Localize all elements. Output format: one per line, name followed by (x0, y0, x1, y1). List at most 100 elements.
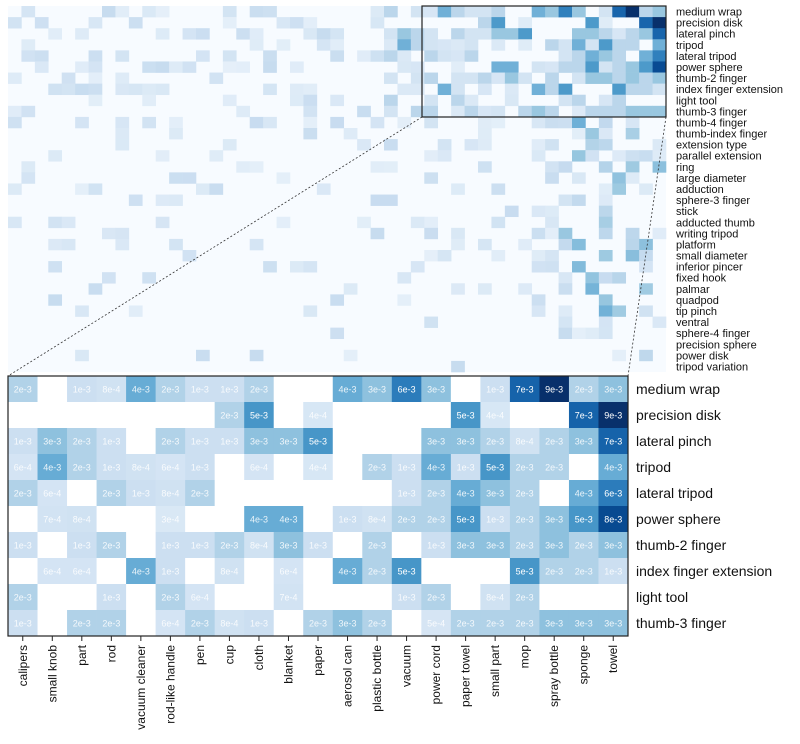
overview-cell (652, 83, 667, 96)
detail-cell-label: 6e-4 (161, 463, 179, 473)
detail-cell-label: 2e-3 (545, 437, 563, 447)
detail-cell (185, 532, 216, 559)
overview-row-label: small diameter (676, 251, 748, 263)
overview-cell (558, 327, 573, 340)
detail-cell-label: 2e-3 (516, 541, 534, 551)
overview-cell (48, 28, 63, 40)
detail-cell (273, 428, 304, 455)
overview-cell (478, 28, 492, 40)
overview-cell (451, 94, 465, 107)
detail-cell (598, 506, 629, 533)
detail-cell-label: 2e-3 (516, 515, 534, 525)
overview-cell (504, 94, 519, 107)
detail-cell-label: 2e-3 (161, 437, 179, 447)
detail-cell (391, 454, 422, 481)
overview-cell (263, 50, 277, 62)
overview-cell (639, 238, 653, 251)
overview-cell (531, 139, 546, 151)
overview-cell (437, 250, 452, 262)
overview-row-label: quadpod (676, 295, 719, 307)
overview-cell (316, 39, 331, 51)
overview-cell (652, 161, 667, 173)
overview-cell (75, 349, 89, 362)
detail-cell (480, 428, 511, 455)
detail-cell (480, 376, 511, 403)
overview-cell (572, 150, 586, 162)
overview-cell (384, 6, 398, 18)
overview-cell (357, 139, 371, 151)
overview-cell (424, 172, 439, 184)
detail-cell (450, 584, 481, 611)
overview-cell (303, 128, 318, 140)
overview-cell (478, 139, 492, 151)
detail-cell-label: 1e-3 (604, 567, 622, 577)
detail-cell (214, 584, 245, 611)
overview-cell (558, 272, 573, 284)
overview-cell (276, 216, 291, 229)
detail-cell-label: 2e-3 (102, 541, 120, 551)
overview-cell (625, 6, 640, 18)
overview-cell (424, 94, 439, 107)
overview-cell (155, 216, 170, 229)
detail-cell (391, 428, 422, 455)
detail-cell (67, 428, 97, 455)
overview-cell (639, 83, 653, 96)
overview-cell (639, 50, 653, 62)
overview-cell (652, 150, 667, 162)
detail-cell-label: 4e-3 (457, 489, 475, 499)
detail-column-label: small part (488, 644, 502, 697)
overview-cell (330, 294, 345, 306)
detail-row-label: tripod (636, 459, 671, 475)
overview-cell (545, 83, 559, 96)
overview-cell (478, 6, 492, 18)
overview-cell (598, 94, 613, 107)
detail-cell (480, 454, 511, 481)
overview-cell (397, 61, 412, 73)
zoom-connector-lines (7, 116, 667, 377)
detail-cell (185, 480, 216, 507)
overview-cell (545, 6, 559, 18)
detail-cell (96, 480, 127, 507)
overview-cell (263, 61, 277, 73)
overview-cell (585, 327, 600, 340)
overview-cell (612, 105, 627, 118)
detail-cell (155, 402, 186, 429)
overview-row-label: precision disk (676, 18, 743, 30)
detail-cell (303, 428, 334, 455)
overview-cell (639, 305, 653, 317)
detail-cell (8, 532, 38, 559)
detail-cell-label: 8e-4 (161, 489, 179, 499)
overview-cell (491, 72, 506, 84)
detail-cell (96, 402, 127, 429)
detail-cell (155, 376, 186, 403)
detail-cell-label: 3e-3 (575, 437, 593, 447)
overview-cell (128, 305, 143, 317)
overview-cell (491, 183, 506, 195)
overview-cell (585, 61, 600, 73)
detail-cell-label: 4e-3 (575, 489, 593, 499)
detail-cell-label: 3e-3 (427, 437, 445, 447)
detail-cell (96, 454, 127, 481)
overview-cell (370, 50, 385, 62)
detail-cell-label: 5e-3 (457, 515, 475, 525)
overview-cell (21, 172, 36, 184)
overview-cell (222, 17, 237, 29)
overview-cell (357, 105, 371, 118)
detail-cell-label: 1e-3 (161, 567, 179, 577)
overview-cell (558, 227, 573, 240)
detail-cell-label: 4e-3 (250, 515, 268, 525)
overview-cell (585, 139, 600, 151)
overview-cell (652, 61, 667, 73)
overview-row-label: light tool (676, 95, 717, 107)
overview-cell (370, 17, 385, 29)
overview-cell (625, 28, 640, 40)
detail-column-label: part (75, 644, 89, 665)
detail-cell (244, 428, 275, 455)
detail-cell-label: 8e-4 (102, 385, 120, 395)
overview-row-label: stick (676, 206, 699, 218)
overview-cell (249, 39, 264, 51)
detail-cell (362, 480, 393, 507)
overview-cell (518, 17, 533, 29)
detail-cell (244, 402, 275, 429)
overview-cell (612, 72, 627, 84)
